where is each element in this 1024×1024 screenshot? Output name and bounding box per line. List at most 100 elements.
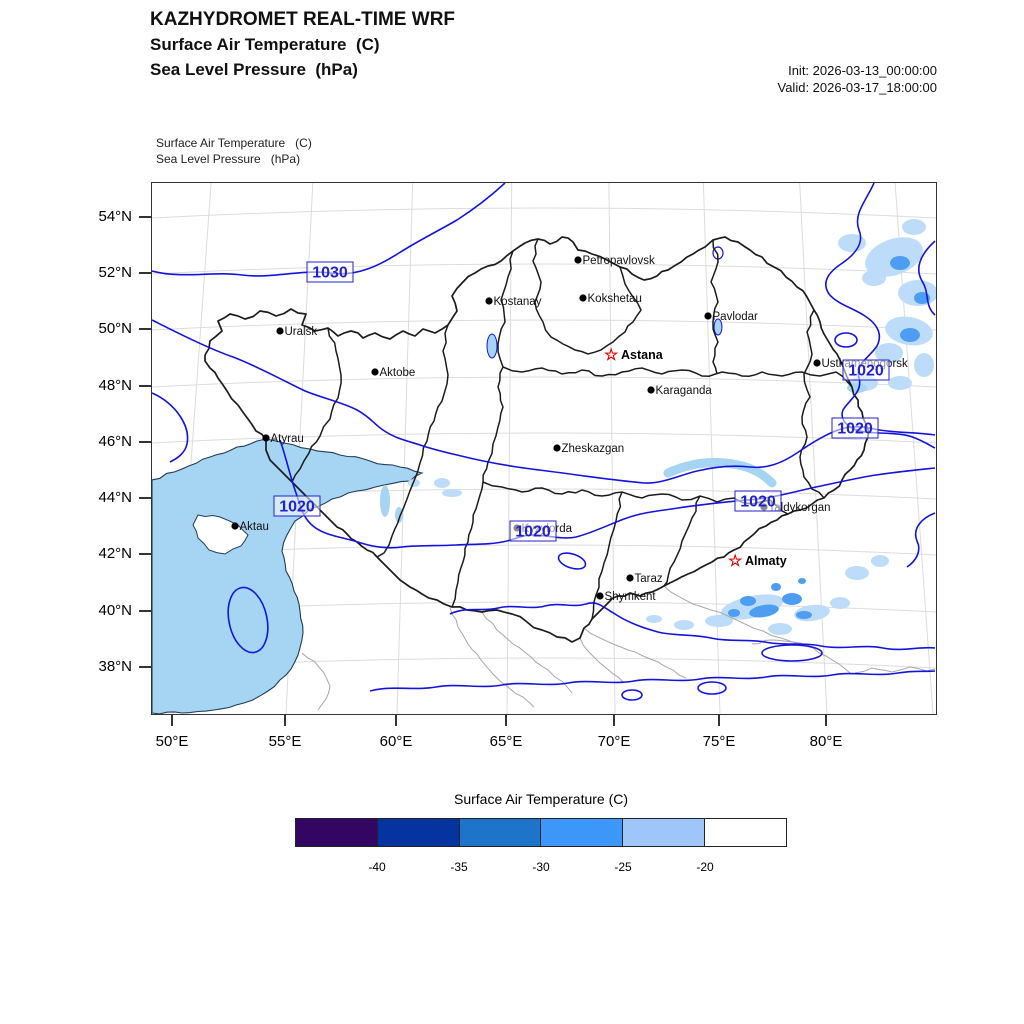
city-dot [574, 256, 582, 264]
lon-label: 50°E [155, 733, 189, 750]
lat-label: 38°N [98, 658, 132, 675]
pressure-label-box [306, 261, 354, 283]
plot-subtitle-pressure: Sea Level Pressure (hPa) [150, 60, 358, 79]
city-label: Aktau [240, 521, 269, 533]
map-canvas: Petropavlovsk Kostanay Kokshetau Pavlodar Ur… [152, 183, 936, 714]
city-dot [276, 327, 284, 335]
colorbar-tick-label: -40 [368, 860, 386, 874]
city-dot [371, 368, 379, 376]
city-dot [262, 434, 270, 442]
plot-subtitle-temperature: Surface Air Temperature (C) [150, 35, 380, 54]
pressure-label: 1030 [312, 265, 348, 282]
lat-tick [139, 441, 151, 443]
city-label: Zheskazgan [562, 443, 625, 455]
lat-label: 52°N [98, 264, 132, 281]
lon-tick [395, 714, 397, 726]
city-label: Kostanay [494, 296, 542, 308]
run-time-block: Init: 2026-03-13_00:00:00 Valid: 2026-03… [717, 62, 938, 96]
lon-label: 75°E [702, 733, 736, 750]
city-label: Astana [621, 348, 664, 362]
lat-tick [139, 272, 151, 274]
pressure-label-box [842, 359, 890, 381]
lat-tick [139, 216, 151, 218]
plot-title-block: KAZHYDROMET REAL-TIME WRF Surface Air Te… [150, 7, 455, 82]
city-dot [579, 294, 587, 302]
lat-tick [139, 666, 151, 668]
city-dot [626, 574, 634, 582]
pressure-label: 1020 [515, 524, 551, 541]
weather-map: Petropavlovsk Kostanay Kokshetau Pavlodar Ur… [151, 182, 937, 715]
init-time: Init: 2026-03-13_00:00:00 [788, 63, 937, 78]
map-subtitle-temperature: Surface Air Temperature (C) [156, 136, 312, 150]
capital-star-icon: ☆ [604, 347, 619, 364]
city-dot [596, 592, 604, 600]
lon-tick [613, 714, 615, 726]
lat-label: 54°N [98, 208, 132, 225]
city-label: Almaty [745, 554, 787, 568]
city-dot [704, 312, 712, 320]
colorbar-segment [623, 819, 706, 846]
lat-label: 50°N [98, 320, 132, 337]
capital-star-icon: ☆ [728, 553, 743, 570]
city-label: Uralsk [285, 326, 318, 338]
pressure-label: 1020 [279, 499, 315, 516]
city-label: Karaganda [656, 385, 713, 397]
lon-tick [718, 714, 720, 726]
city-dot [813, 359, 821, 367]
city-label: Shymkent [605, 591, 657, 603]
pressure-label-box [831, 417, 879, 439]
valid-time: Valid: 2026-03-17_18:00:00 [777, 80, 938, 95]
city-dot [553, 444, 561, 452]
lat-label: 40°N [98, 602, 132, 619]
lon-tick [284, 714, 286, 726]
pressure-label-box [273, 495, 321, 517]
colorbar-segment [459, 819, 542, 846]
colorbar-title: Surface Air Temperature (C) [453, 791, 629, 807]
city-label: Atyrau [271, 433, 304, 445]
colorbar-tick-label: -20 [696, 860, 714, 874]
lat-tick [139, 497, 151, 499]
lon-tick [171, 714, 173, 726]
city-label: Taraz [635, 573, 663, 585]
city-dot [647, 386, 655, 394]
lon-label: 60°E [379, 733, 413, 750]
lon-label: 70°E [597, 733, 631, 750]
lat-tick [139, 610, 151, 612]
plot-title: KAZHYDROMET REAL-TIME WRF [150, 9, 456, 30]
colorbar-segment [296, 819, 378, 846]
colorbar-tick-label: -35 [450, 860, 468, 874]
city-dot [485, 297, 493, 305]
colorbar-segment [705, 819, 786, 846]
pressure-label: 1020 [740, 494, 776, 511]
lat-label: 46°N [98, 433, 132, 450]
colorbar-tick-label: -30 [532, 860, 550, 874]
colorbar-segment [377, 819, 460, 846]
lat-tick [139, 553, 151, 555]
lat-label: 48°N [98, 377, 132, 394]
lon-tick [505, 714, 507, 726]
city-label: Taldykorgan [769, 502, 831, 514]
city-label: Kokshetau [588, 293, 642, 305]
colorbar [295, 818, 787, 847]
lat-label: 44°N [98, 489, 132, 506]
pressure-label-box [734, 490, 782, 512]
map-subtitle-block: Surface Air Temperature (C) Sea Level Pr… [156, 135, 312, 167]
lon-label: 80°E [809, 733, 843, 750]
lat-label: 42°N [98, 545, 132, 562]
lat-tick [139, 328, 151, 330]
pressure-label: 1020 [837, 421, 873, 438]
map-subtitle-pressure: Sea Level Pressure (hPa) [156, 152, 301, 166]
colorbar-tick-label: -25 [614, 860, 632, 874]
city-label: Pavlodar [713, 311, 759, 323]
city-dot [231, 522, 239, 530]
lon-label: 55°E [268, 733, 302, 750]
city-label: Petropavlovsk [583, 255, 655, 267]
lat-tick [139, 385, 151, 387]
lon-tick [825, 714, 827, 726]
pressure-label: 1020 [848, 363, 884, 380]
colorbar-segment [541, 819, 624, 846]
pressure-label-box [509, 520, 557, 542]
lon-label: 65°E [489, 733, 523, 750]
city-label: Aktobe [380, 367, 416, 379]
